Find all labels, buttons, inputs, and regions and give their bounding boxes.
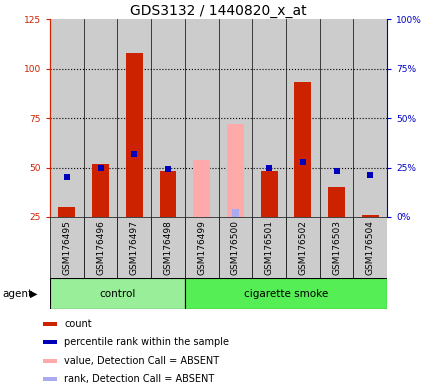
Bar [252,217,286,278]
Text: GSM176496: GSM176496 [96,220,105,275]
Bar [125,53,142,217]
Bar [43,322,56,326]
Text: percentile rank within the sample: percentile rank within the sample [64,338,229,348]
Text: control: control [99,289,135,299]
Bar [286,217,319,278]
Text: GSM176497: GSM176497 [129,220,138,275]
Bar [43,340,56,344]
Bar [50,19,83,217]
Text: GSM176501: GSM176501 [264,220,273,275]
Bar [117,217,151,278]
Bar [193,160,210,217]
Title: GDS3132 / 1440820_x_at: GDS3132 / 1440820_x_at [130,4,306,18]
Bar [231,209,239,217]
Bar [50,278,184,309]
Bar [353,19,386,217]
Bar [50,217,83,278]
Bar [43,359,56,362]
Bar [218,19,252,217]
Bar [184,217,218,278]
Text: agent: agent [2,289,32,299]
Bar [286,19,319,217]
Bar [151,217,184,278]
Bar [84,19,117,217]
Text: GSM176495: GSM176495 [62,220,71,275]
Text: count: count [64,319,92,329]
Text: GSM176502: GSM176502 [298,220,307,275]
Bar [361,215,378,217]
Bar [218,217,252,278]
Text: cigarette smoke: cigarette smoke [243,289,327,299]
Text: GSM176498: GSM176498 [163,220,172,275]
Bar [227,124,243,217]
Bar [327,187,344,217]
Text: GSM176499: GSM176499 [197,220,206,275]
Bar [184,278,386,309]
Text: GSM176500: GSM176500 [230,220,240,275]
Bar [151,19,184,217]
Text: ▶: ▶ [30,289,37,299]
Bar [43,377,56,381]
Bar [84,217,117,278]
Bar [197,217,205,221]
Bar [353,217,386,278]
Text: GSM176504: GSM176504 [365,220,374,275]
Bar [252,19,286,217]
Bar [319,19,353,217]
Bar [319,217,353,278]
Bar [184,19,218,217]
Text: value, Detection Call = ABSENT: value, Detection Call = ABSENT [64,356,219,366]
Bar [260,172,277,217]
Text: GSM176503: GSM176503 [331,220,340,275]
Bar [117,19,151,217]
Bar [92,164,109,217]
Bar [58,207,75,217]
Bar [159,172,176,217]
Text: rank, Detection Call = ABSENT: rank, Detection Call = ABSENT [64,374,214,384]
Bar [294,83,311,217]
